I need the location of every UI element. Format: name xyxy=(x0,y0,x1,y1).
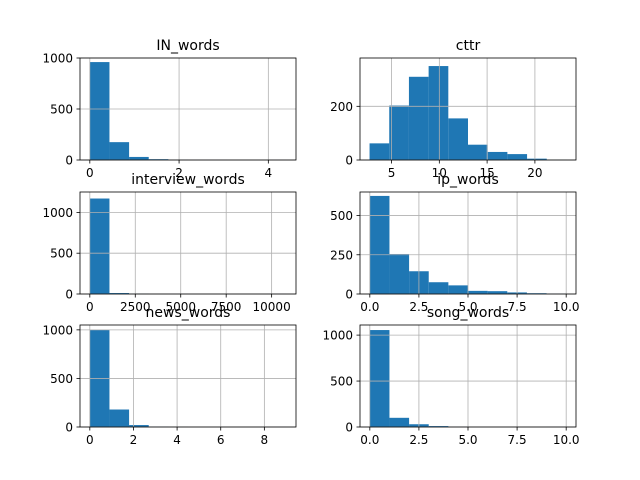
x-tick-label: 8 xyxy=(261,433,269,447)
subplot-title: cttr xyxy=(456,38,481,54)
y-tick-label: 0 xyxy=(345,288,353,302)
subplot-title: news_words xyxy=(146,305,231,321)
histogram-bar xyxy=(408,76,429,160)
x-tick-label: 5.0 xyxy=(458,433,477,447)
x-tick-label: 0.0 xyxy=(360,300,379,314)
x-tick-label: 7.5 xyxy=(508,433,527,447)
histogram-bar xyxy=(369,330,390,427)
histogram-bar xyxy=(129,425,149,427)
histogram-bar xyxy=(389,417,410,427)
histogram-bar xyxy=(487,291,508,294)
axes-frame xyxy=(359,57,577,161)
histogram-panel: 0 2 4 6 8 0 500 1000 news_words xyxy=(42,305,297,447)
subplot-title: interview_words xyxy=(131,172,245,188)
x-tick-label: 5.0 xyxy=(458,300,477,314)
x-tick-label: 10000 xyxy=(253,300,291,314)
histogram-bar xyxy=(448,285,468,294)
axes-frame xyxy=(79,191,297,295)
histogram-bar xyxy=(428,66,449,160)
y-tick-label: 0 xyxy=(65,288,73,302)
histogram-bar xyxy=(428,282,449,294)
histogram-bar xyxy=(109,293,130,294)
x-tick-label: 4 xyxy=(265,166,273,180)
x-tick-label: 10 xyxy=(432,166,447,180)
y-tick-label: 1000 xyxy=(322,329,353,343)
histogram-bar xyxy=(389,105,409,160)
x-tick-label: 6 xyxy=(217,433,225,447)
histogram-bar xyxy=(389,253,410,294)
histogram-bar xyxy=(468,144,488,160)
x-tick-label: 7500 xyxy=(211,300,242,314)
histogram-bar xyxy=(129,156,149,160)
histogram-bar xyxy=(448,118,468,160)
y-tick-label: 500 xyxy=(50,247,73,261)
x-tick-label: 2.5 xyxy=(409,300,428,314)
histogram-bar xyxy=(428,426,449,427)
histogram-bar xyxy=(487,151,508,160)
x-tick-label: 2.5 xyxy=(409,433,428,447)
histogram-panel: 0.0 2.5 5.0 7.5 10.0 0 500 1000 song_words xyxy=(322,305,579,447)
x-tick-label: 5 xyxy=(388,166,396,180)
histogram-bar xyxy=(109,409,130,427)
histogram-bar xyxy=(527,158,547,160)
y-tick-label: 0 xyxy=(65,154,73,168)
histogram-bar xyxy=(109,142,130,160)
y-tick-label: 0 xyxy=(65,421,73,435)
histogram-bar xyxy=(369,143,390,160)
subplot-title: song_words xyxy=(427,305,509,321)
histogram-bar xyxy=(89,198,110,294)
histogram-bar xyxy=(148,159,169,160)
y-tick-label: 0 xyxy=(345,421,353,435)
y-tick-label: 1000 xyxy=(42,206,73,220)
x-tick-label: 4 xyxy=(173,433,181,447)
y-tick-label: 500 xyxy=(330,375,353,389)
x-tick-label: 5000 xyxy=(165,300,196,314)
x-tick-label: 2 xyxy=(175,166,183,180)
y-tick-label: 1000 xyxy=(42,52,73,66)
histogram-panel: 0.0 2.5 5.0 7.5 10.0 0 250 500 ip_words xyxy=(330,172,579,314)
x-tick-label: 0 xyxy=(86,300,94,314)
x-tick-label: 7.5 xyxy=(508,300,527,314)
y-tick-label: 500 xyxy=(50,103,73,117)
x-tick-label: 2 xyxy=(130,433,138,447)
y-tick-label: 200 xyxy=(330,100,353,114)
x-tick-label: 10.0 xyxy=(553,433,580,447)
y-tick-label: 250 xyxy=(330,248,353,262)
histogram-panel: 0 2 4 0 500 1000 IN_words xyxy=(42,38,297,180)
histogram-bar xyxy=(369,195,390,294)
y-tick-label: 0 xyxy=(345,154,353,168)
histogram-panel: 0 2500 5000 7500 10000 0 500 1000 interview_word… xyxy=(42,172,297,314)
subplot-title: IN_words xyxy=(156,38,219,54)
y-tick-label: 500 xyxy=(330,209,353,223)
y-tick-label: 1000 xyxy=(42,323,73,337)
x-tick-label: 0 xyxy=(86,166,94,180)
x-tick-label: 0 xyxy=(86,433,94,447)
x-tick-label: 15 xyxy=(479,166,494,180)
histogram-bar xyxy=(507,154,528,160)
x-tick-label: 20 xyxy=(527,166,542,180)
y-tick-label: 500 xyxy=(50,372,73,386)
histogram-bar xyxy=(468,290,488,294)
x-tick-label: 10.0 xyxy=(553,300,580,314)
axes-frame xyxy=(79,324,297,428)
histogram-bar xyxy=(89,62,110,160)
x-tick-label: 0.0 xyxy=(360,433,379,447)
subplot-title: ip_words xyxy=(437,172,498,188)
x-tick-label: 2500 xyxy=(120,300,151,314)
